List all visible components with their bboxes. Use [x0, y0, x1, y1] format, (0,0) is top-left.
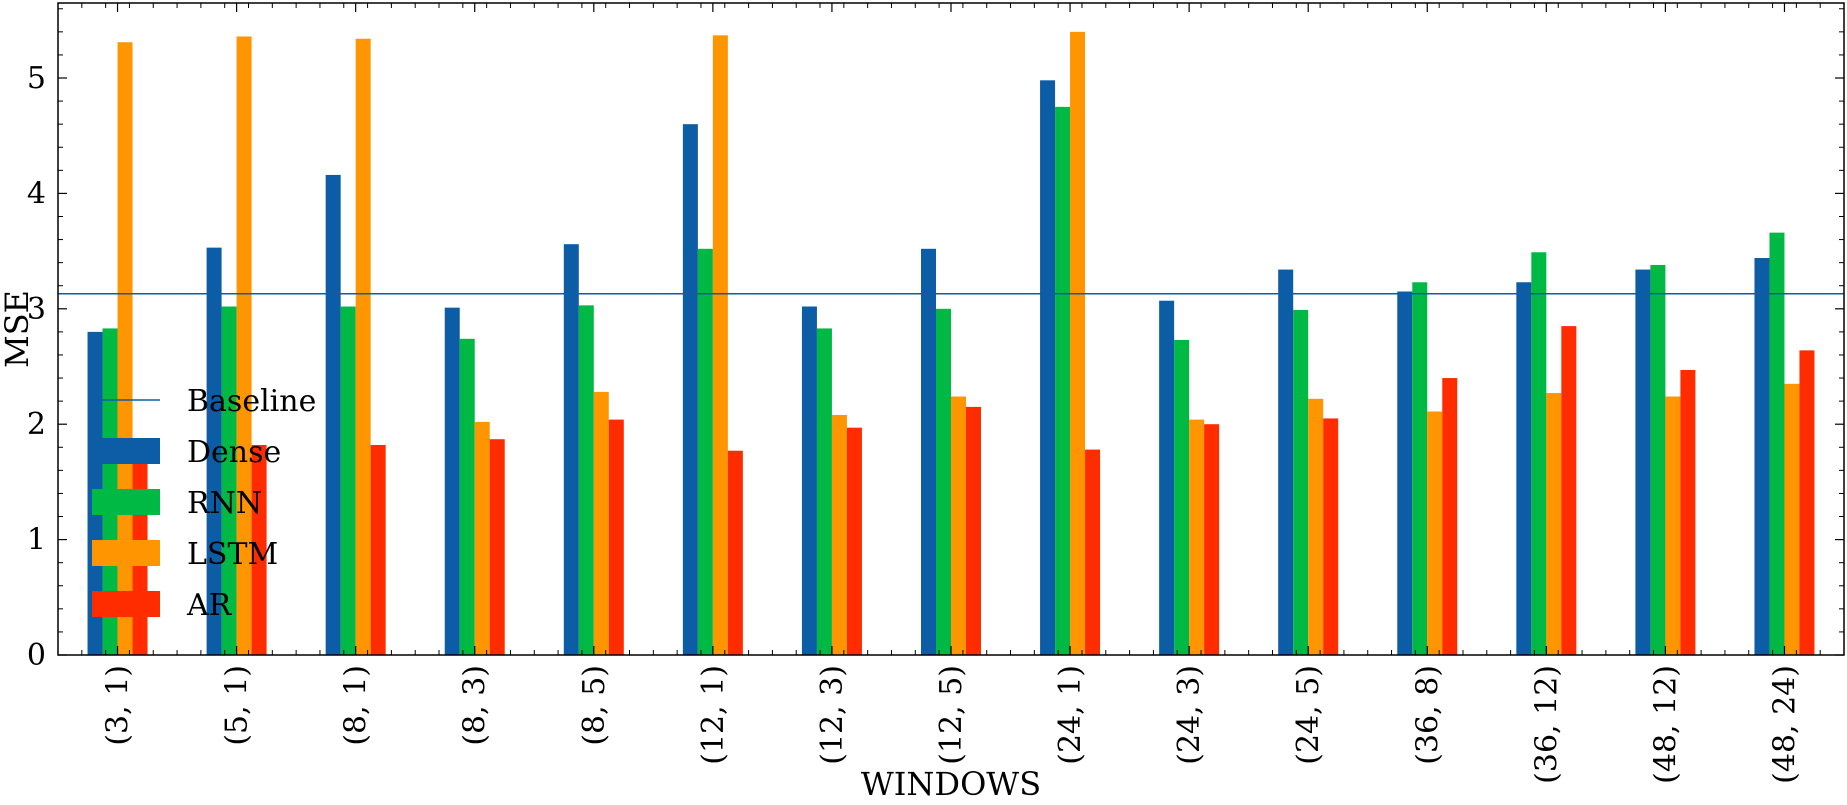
bar-lstm-1: [236, 36, 252, 655]
bar-ar-5: [727, 450, 743, 655]
bar-rnn-13: [1650, 264, 1666, 655]
legend-swatch-ar: [92, 591, 160, 617]
bar-rnn-3: [459, 338, 475, 655]
bar-rnn-14: [1769, 232, 1785, 656]
xtick-label-9: (24, 3): [1172, 665, 1207, 765]
y-axis-label: MSE: [0, 290, 36, 368]
xtick-label-6: (12, 3): [815, 665, 850, 765]
legend-label-lstm: LSTM: [187, 537, 278, 572]
bar-ar-11: [1442, 378, 1458, 655]
ticks-group: [58, 3, 1844, 656]
xtick-label-0: (3, 1): [101, 665, 136, 746]
xtick-label-3: (8, 3): [458, 665, 493, 746]
bar-dense-1: [206, 247, 222, 656]
xtick-label-10: (24, 5): [1291, 665, 1326, 765]
xtick-label-2: (8, 1): [339, 665, 374, 746]
bar-ar-6: [846, 427, 862, 655]
bar-lstm-10: [1308, 398, 1324, 655]
bar-lstm-5: [712, 35, 728, 655]
bar-dense-11: [1397, 291, 1413, 655]
xtick-label-5: (12, 1): [696, 665, 731, 765]
bar-dense-12: [1516, 282, 1532, 655]
xtick-label-14: (48, 24): [1767, 665, 1802, 784]
legend-label-baseline: Baseline: [187, 384, 316, 419]
bar-dense-9: [1159, 300, 1175, 655]
ytick-label-0: 0: [27, 638, 46, 673]
xtick-label-8: (24, 1): [1053, 665, 1088, 765]
x-axis-label: WINDOWS: [861, 765, 1041, 803]
bar-lstm-4: [593, 391, 609, 655]
legend-label-dense: Dense: [187, 435, 281, 470]
xtick-label-7: (12, 5): [934, 665, 969, 765]
bar-lstm-13: [1665, 396, 1681, 655]
bar-dense-7: [921, 248, 936, 656]
bar-ar-12: [1561, 326, 1577, 655]
bar-dense-4: [563, 244, 579, 655]
bar-ar-7: [966, 406, 981, 655]
ytick-label-3: 3: [27, 292, 46, 327]
legend-label-rnn: RNN: [187, 486, 262, 521]
bar-rnn-1: [221, 306, 237, 655]
bar-ar-13: [1680, 369, 1696, 655]
bar-rnn-7: [936, 308, 951, 655]
bar-dense-5: [682, 124, 698, 655]
ytick-label-1: 1: [27, 523, 46, 558]
xtick-label-13: (48, 12): [1648, 665, 1683, 784]
bar-dense-14: [1754, 258, 1770, 655]
bar-ar-14: [1799, 350, 1815, 655]
xtick-label-11: (36, 8): [1410, 665, 1445, 765]
bar-dense-8: [1040, 80, 1056, 655]
bar-lstm-9: [1189, 419, 1205, 655]
legend-swatch-dense: [92, 438, 160, 464]
ytick-label-5: 5: [27, 61, 46, 96]
bar-rnn-6: [816, 328, 832, 655]
ytick-label-4: 4: [27, 176, 46, 211]
bar-ar-1: [251, 444, 267, 655]
bar-rnn-10: [1293, 309, 1309, 655]
xtick-label-1: (5, 1): [220, 665, 255, 746]
bar-dense-3: [444, 307, 460, 655]
bar-rnn-12: [1531, 252, 1547, 655]
bar-lstm-7: [951, 396, 966, 655]
y-tick-labels: 0 1 2 3 4 5: [27, 61, 46, 673]
bar-lstm-6: [831, 414, 847, 655]
bar-lstm-8: [1070, 31, 1086, 656]
legend-label-ar: AR: [186, 588, 233, 623]
legend-swatch-lstm: [92, 540, 160, 566]
bar-rnn-2: [340, 306, 356, 655]
bar-rnn-4: [578, 305, 594, 655]
bar-rnn-5: [697, 248, 713, 656]
bar-ar-3: [489, 439, 505, 655]
bar-ar-8: [1085, 449, 1101, 655]
ytick-label-2: 2: [27, 407, 46, 442]
bar-ar-9: [1204, 424, 1220, 655]
legend-swatch-rnn: [92, 489, 160, 515]
bar-rnn-9: [1174, 339, 1190, 655]
bar-rnn-11: [1412, 282, 1428, 655]
bar-dense-10: [1278, 269, 1294, 655]
bar-ar-4: [608, 419, 624, 655]
bar-lstm-12: [1546, 393, 1562, 655]
bar-lstm-11: [1427, 411, 1443, 655]
bar-ar-10: [1323, 418, 1339, 655]
bar-dense-6: [801, 306, 817, 655]
bar-lstm-3: [474, 421, 490, 655]
bar-ar-2: [370, 444, 386, 655]
xtick-label-4: (8, 5): [577, 665, 612, 746]
bar-lstm-2: [355, 38, 371, 656]
bar-rnn-8: [1055, 106, 1071, 656]
bar-dense-2: [325, 174, 341, 655]
legend: Baseline Dense RNN LSTM AR: [92, 384, 316, 623]
xtick-label-12: (36, 12): [1529, 665, 1564, 784]
bar-lstm-14: [1784, 383, 1800, 655]
bars-group: [87, 31, 1815, 656]
bar-dense-13: [1635, 269, 1651, 655]
x-tick-labels: (3, 1) (5, 1) (8, 1) (8, 3) (8, 5) (12, 1) (12…: [101, 665, 1803, 784]
